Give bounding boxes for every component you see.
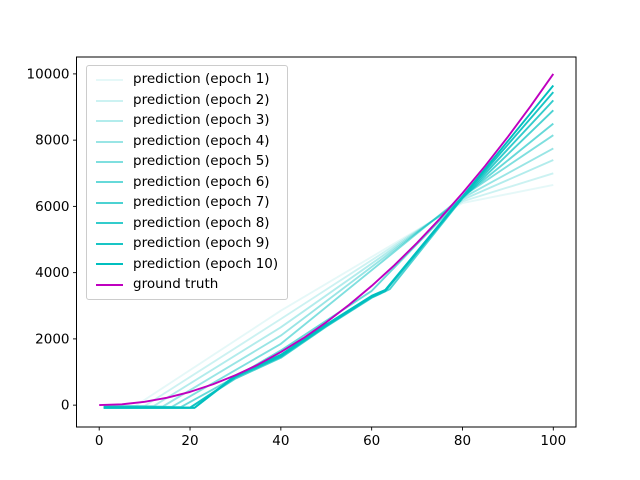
legend-line-swatch: [96, 79, 123, 82]
x-tick-label: 20: [181, 433, 198, 449]
legend-label: prediction (epoch 3): [133, 112, 270, 129]
legend-line-swatch: [96, 140, 123, 143]
legend-line-swatch: [96, 120, 123, 123]
y-tick-label: 10000: [27, 66, 70, 82]
legend-row: prediction (epoch 1): [96, 70, 278, 90]
legend-line-swatch: [96, 161, 123, 164]
legend-label: prediction (epoch 5): [133, 153, 270, 170]
legend-row: prediction (epoch 2): [96, 91, 278, 111]
legend-row: prediction (epoch 3): [96, 111, 278, 131]
y-tick-label: 2000: [35, 331, 69, 347]
y-tick-label: 0: [61, 398, 70, 414]
legend-line-swatch: [96, 222, 123, 225]
legend-row: prediction (epoch 9): [96, 234, 278, 254]
legend-line-swatch: [96, 99, 123, 102]
series-line-epoch-10: [103, 84, 555, 409]
legend-line-swatch: [96, 263, 123, 266]
legend-label: prediction (epoch 9): [133, 235, 270, 252]
legend-row: prediction (epoch 10): [96, 254, 278, 274]
y-tick-label: 8000: [35, 133, 69, 149]
legend-row: prediction (epoch 5): [96, 152, 278, 172]
legend-row: prediction (epoch 4): [96, 132, 278, 152]
legend-label: prediction (epoch 7): [133, 194, 270, 211]
legend-row: prediction (epoch 6): [96, 172, 278, 192]
legend: prediction (epoch 1) prediction (epoch 2…: [86, 65, 288, 300]
x-tick-label: 80: [454, 433, 471, 449]
x-tick-label: 40: [272, 433, 289, 449]
legend-row: prediction (epoch 8): [96, 213, 278, 233]
axes-spines: [76, 56, 577, 428]
legend-row: prediction (epoch 7): [96, 193, 278, 213]
y-tick-label: 4000: [35, 265, 69, 281]
legend-label: prediction (epoch 10): [133, 255, 279, 272]
legend-row: ground truth: [96, 275, 278, 295]
y-tick-label: 6000: [35, 199, 69, 215]
legend-label: prediction (epoch 1): [133, 71, 270, 88]
legend-line-swatch: [96, 201, 123, 204]
x-tick-label: 100: [540, 433, 566, 449]
legend-label: ground truth: [133, 276, 219, 292]
legend-label: prediction (epoch 4): [133, 132, 270, 149]
series-line-epoch-1: [103, 183, 554, 407]
legend-line-swatch: [96, 242, 123, 245]
legend-label: prediction (epoch 6): [133, 173, 270, 190]
legend-label: prediction (epoch 8): [133, 214, 270, 231]
series-line-ground-truth: [99, 73, 555, 407]
legend-line-swatch: [96, 283, 123, 286]
x-tick-label: 60: [363, 433, 380, 449]
legend-label: prediction (epoch 2): [133, 91, 270, 108]
legend-line-swatch: [96, 181, 123, 184]
x-tick-label: 0: [95, 433, 104, 449]
